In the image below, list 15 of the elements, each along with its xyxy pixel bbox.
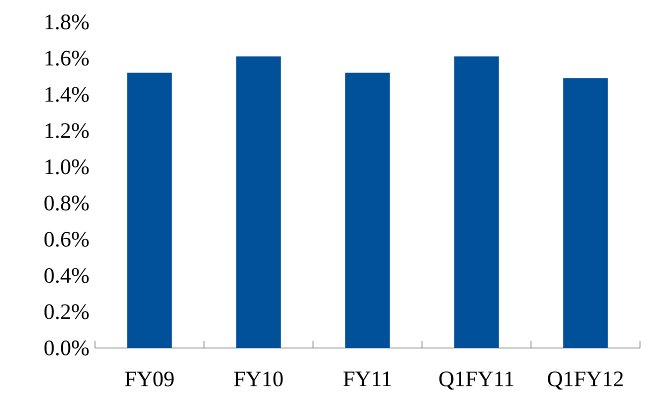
y-tick-label: 0.0% — [44, 340, 89, 356]
x-tick-label: Q1FY12 — [548, 372, 623, 390]
y-tick-label: 0.6% — [44, 232, 89, 247]
x-tick-label: FY11 — [343, 372, 391, 386]
y-tick-label: 1.4% — [46, 86, 89, 102]
y-tick-label: 1.0% — [46, 159, 89, 174]
y-tick-label: 1.6% — [46, 50, 89, 66]
y-tick-label: 1.8% — [46, 14, 89, 30]
x-tick-label: FY09 — [125, 372, 174, 386]
x-tick-label: Q1FY11 — [439, 372, 514, 390]
y-tick-label: 0.4% — [44, 268, 89, 284]
y-tick-label: 1.2% — [46, 123, 89, 138]
y-tick-label: 0.8% — [44, 196, 89, 211]
y-tick-label: 0.2% — [44, 304, 89, 320]
x-tick-label: FY10 — [234, 372, 283, 386]
